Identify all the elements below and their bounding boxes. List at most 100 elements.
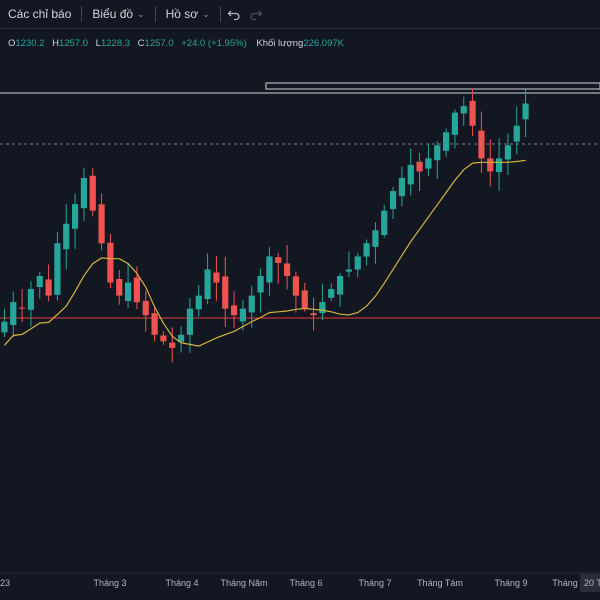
candle-body[interactable] [425,158,432,169]
candle-body[interactable] [45,279,52,296]
candle-body[interactable] [522,103,529,120]
moving-average-line [3,159,526,347]
chevron-down-icon: ⌄ [202,8,210,19]
time-axis-highlight: 20 T [580,574,600,592]
toolbar-divider [219,6,221,22]
candle-body[interactable] [283,263,291,276]
candle-body[interactable] [451,112,459,135]
high-value: 1257.0 [58,38,89,49]
candle-body[interactable] [248,295,255,313]
candle-body[interactable] [230,305,238,316]
candle-body[interactable] [434,145,441,161]
profile-menu-button[interactable]: Hồ sơ ⌄ [158,0,218,28]
time-axis-tick-label: Tháng Năm [220,578,267,588]
candle-body[interactable] [63,223,70,250]
candle-body[interactable] [204,269,211,300]
candle-body[interactable] [460,106,467,114]
candle-body[interactable] [266,256,273,283]
candle-body[interactable] [487,158,494,172]
candle-body[interactable] [98,204,105,244]
indicators-label: Các chỉ báo [8,7,72,21]
indicators-button[interactable]: Các chỉ báo [0,0,79,28]
candle-body[interactable] [222,276,229,309]
candle-body[interactable] [160,335,167,342]
candle-body[interactable] [213,272,220,283]
candle-body[interactable] [310,313,317,316]
candle-body[interactable] [239,308,247,322]
chevron-down-icon: ⌄ [137,8,145,19]
redo-icon [250,10,263,21]
candle-body[interactable] [142,300,149,316]
ohlc-legend: O1230.2 H1257.0 L1228.3 C1257.0 +24.0 (+… [8,38,349,49]
candle-body[interactable] [389,191,397,210]
candle-body[interactable] [301,290,308,309]
time-axis[interactable]: 23 Tháng 3 Tháng 4 Tháng Năm Tháng 6 Tháng 7 T… [0,578,578,588]
change-value: +24.0 (+1.95%) [181,38,247,49]
candle-body[interactable] [398,178,406,197]
volume-value: 226.097K [303,38,344,49]
candle-body[interactable] [469,100,476,126]
candle-body[interactable] [381,210,388,236]
open-key: O [8,38,16,49]
candle-body[interactable] [257,276,264,293]
time-axis-tick-label: Tháng 6 [289,578,322,588]
candle-body[interactable] [80,178,88,209]
close-value: 1257.0 [144,38,174,49]
candle-body[interactable] [416,161,423,172]
candle-body[interactable] [133,277,141,303]
low-value: 1228.3 [100,38,131,49]
close-key: C [137,38,145,49]
candle-body[interactable] [336,276,344,295]
candle-body[interactable] [275,257,282,263]
candle-body[interactable] [372,230,379,247]
time-axis-tick-label: 23 [0,578,10,588]
candle-body[interactable] [10,302,17,326]
candle-body[interactable] [407,164,414,185]
candle-body[interactable] [54,243,61,295]
time-axis-tick-label: Tháng [552,578,578,588]
time-axis-highlight-label: 20 T [584,578,600,588]
candles-layer [1,88,529,363]
resistance-zone[interactable] [265,82,600,90]
candle-body[interactable] [442,132,450,151]
time-axis-tick-label: Tháng 4 [165,578,198,588]
candle-body[interactable] [195,295,202,310]
candle-body[interactable] [1,321,8,333]
candle-body[interactable] [513,125,520,142]
candle-body[interactable] [18,307,26,309]
chart-menu-button[interactable]: Biểu đồ ⌄ [84,0,152,28]
candle-body[interactable] [504,145,512,160]
candle-body[interactable] [495,158,503,173]
candle-body[interactable] [107,242,114,283]
candle-body[interactable] [116,278,123,296]
chart-toolbar: Các chỉ báo Biểu đồ ⌄ Hồ sơ ⌄ [0,0,600,29]
candle-body[interactable] [354,256,361,270]
redo-button[interactable] [245,0,267,28]
candle-body[interactable] [328,289,335,298]
candle-body[interactable] [124,282,132,302]
toolbar-divider [81,6,83,22]
profile-menu-label: Hồ sơ [165,7,199,21]
candle-body[interactable] [345,269,353,272]
candle-body[interactable] [89,175,96,211]
candle-body[interactable] [292,276,300,296]
toolbar-divider [154,6,156,22]
candle-body[interactable] [478,130,485,159]
candle-body[interactable] [27,289,35,310]
candle-body[interactable] [319,302,326,314]
time-axis-tick-label: Tháng 7 [358,578,391,588]
candle-body[interactable] [36,276,43,288]
candle-body[interactable] [363,243,370,257]
candle-body[interactable] [151,313,158,335]
open-value: 1230.2 [15,38,45,49]
undo-button[interactable] [223,0,245,28]
low-key: L [95,38,101,49]
candle-body[interactable] [71,204,79,229]
time-axis-tick-label: Tháng 3 [93,578,126,588]
high-key: H [52,38,59,49]
candle-body[interactable] [186,308,194,335]
time-axis-tick-label: Tháng Tám [417,578,463,588]
candle-body[interactable] [169,342,176,348]
candle-body[interactable] [177,334,185,342]
